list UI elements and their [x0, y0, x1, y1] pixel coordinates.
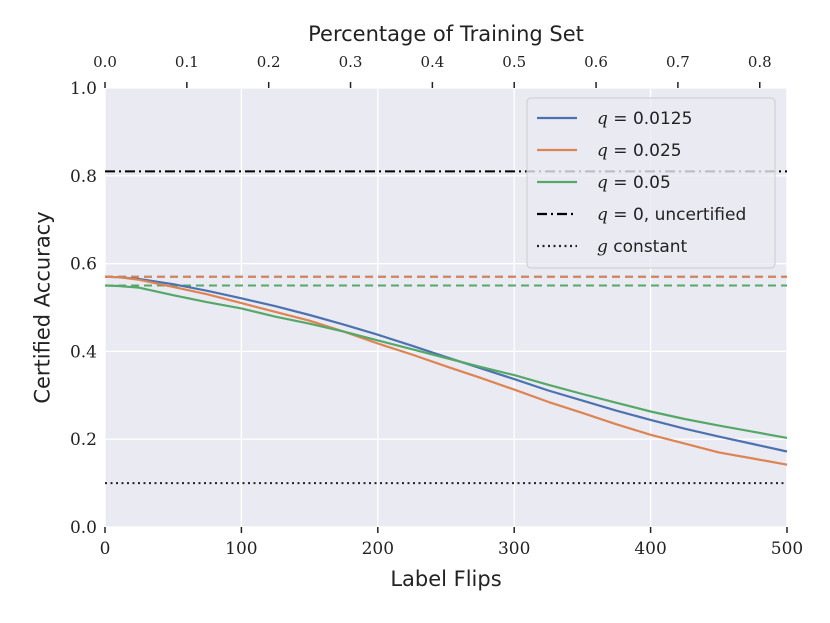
top-tick-label: 0.6: [584, 53, 608, 71]
x-tick-label: 200: [362, 539, 394, 559]
legend: q = 0.0125 q = 0.025 q = 0.05 q = 0, uncert…: [526, 97, 776, 269]
top-tick-label: 0.4: [420, 53, 444, 71]
x-axis-title: Label Flips: [390, 567, 501, 591]
legend-item: q = 0.0125: [537, 109, 692, 129]
y-tick-label: 0.6: [70, 255, 97, 275]
top-tick-label: 0.8: [748, 53, 772, 71]
x-tick-label: 0: [100, 539, 111, 559]
series-line: [104, 275, 788, 453]
legend-item: q = 0.05: [537, 173, 671, 193]
legend-label: g constant: [597, 237, 688, 257]
series-line: [104, 275, 788, 466]
legend-item: g constant: [537, 237, 688, 257]
legend-item: q = 0.025: [537, 141, 682, 161]
top-tick-label: 0.0: [93, 53, 117, 71]
y-tick-label: 0.0: [70, 518, 97, 538]
top-tick-label: 0.2: [257, 53, 281, 71]
top-tick-label: 0.7: [666, 53, 690, 71]
y-axis-title: Certified Accuracy: [30, 211, 54, 403]
x-tick-label: 300: [498, 539, 530, 559]
top-axis-title: Percentage of Training Set: [308, 22, 584, 46]
y-tick-label: 0.8: [70, 167, 97, 187]
top-tick-label: 0.1: [175, 53, 199, 71]
top-tick-label: 0.3: [339, 53, 363, 71]
series-line: [104, 284, 788, 439]
series: [104, 275, 788, 466]
y-tick-label: 1.0: [70, 79, 97, 99]
x-tick-label: 400: [634, 539, 666, 559]
legend-label: q = 0.0125: [597, 109, 692, 129]
axes: 0 100 200 300 400 500 0.0 0.2 0.4 0.6 0.8 1.0 0.0 0.1…: [70, 53, 803, 559]
y-tick-label: 0.2: [70, 430, 97, 450]
legend-box: [526, 97, 776, 269]
legend-item: q = 0, uncertified: [537, 205, 746, 225]
legend-label: q = 0.05: [597, 173, 671, 193]
top-tick-label: 0.5: [502, 53, 526, 71]
legend-label: q = 0, uncertified: [597, 205, 746, 225]
legend-label: q = 0.025: [597, 141, 682, 161]
y-tick-label: 0.4: [70, 342, 97, 362]
x-tick-label: 100: [225, 539, 257, 559]
x-tick-label: 500: [771, 539, 803, 559]
